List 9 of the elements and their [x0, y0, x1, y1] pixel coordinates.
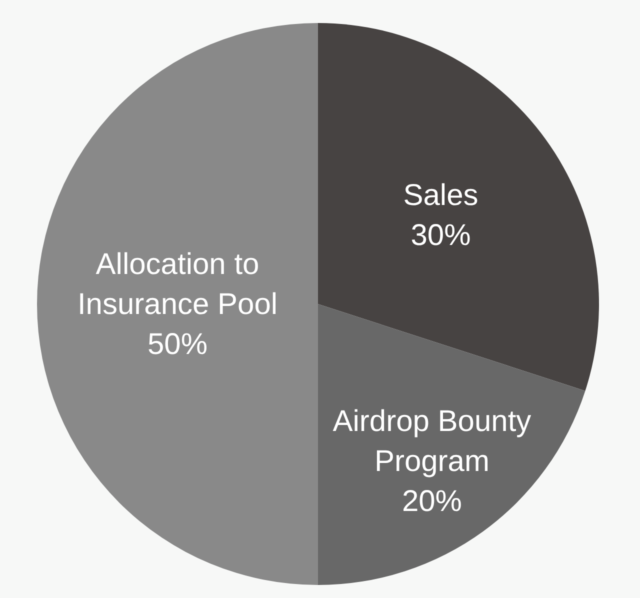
pie-slice [318, 304, 586, 585]
slice-label: Allocation to Insurance Pool [77, 248, 278, 320]
pie-slice [38, 23, 318, 585]
data-label: 30% [410, 218, 471, 252]
slice-label: Sales [403, 178, 478, 212]
data-label: 50% [147, 328, 208, 360]
slice-label: Airdrop Bounty Program [332, 404, 532, 478]
data-label: 20% [402, 484, 462, 518]
pie-slice [318, 23, 598, 391]
